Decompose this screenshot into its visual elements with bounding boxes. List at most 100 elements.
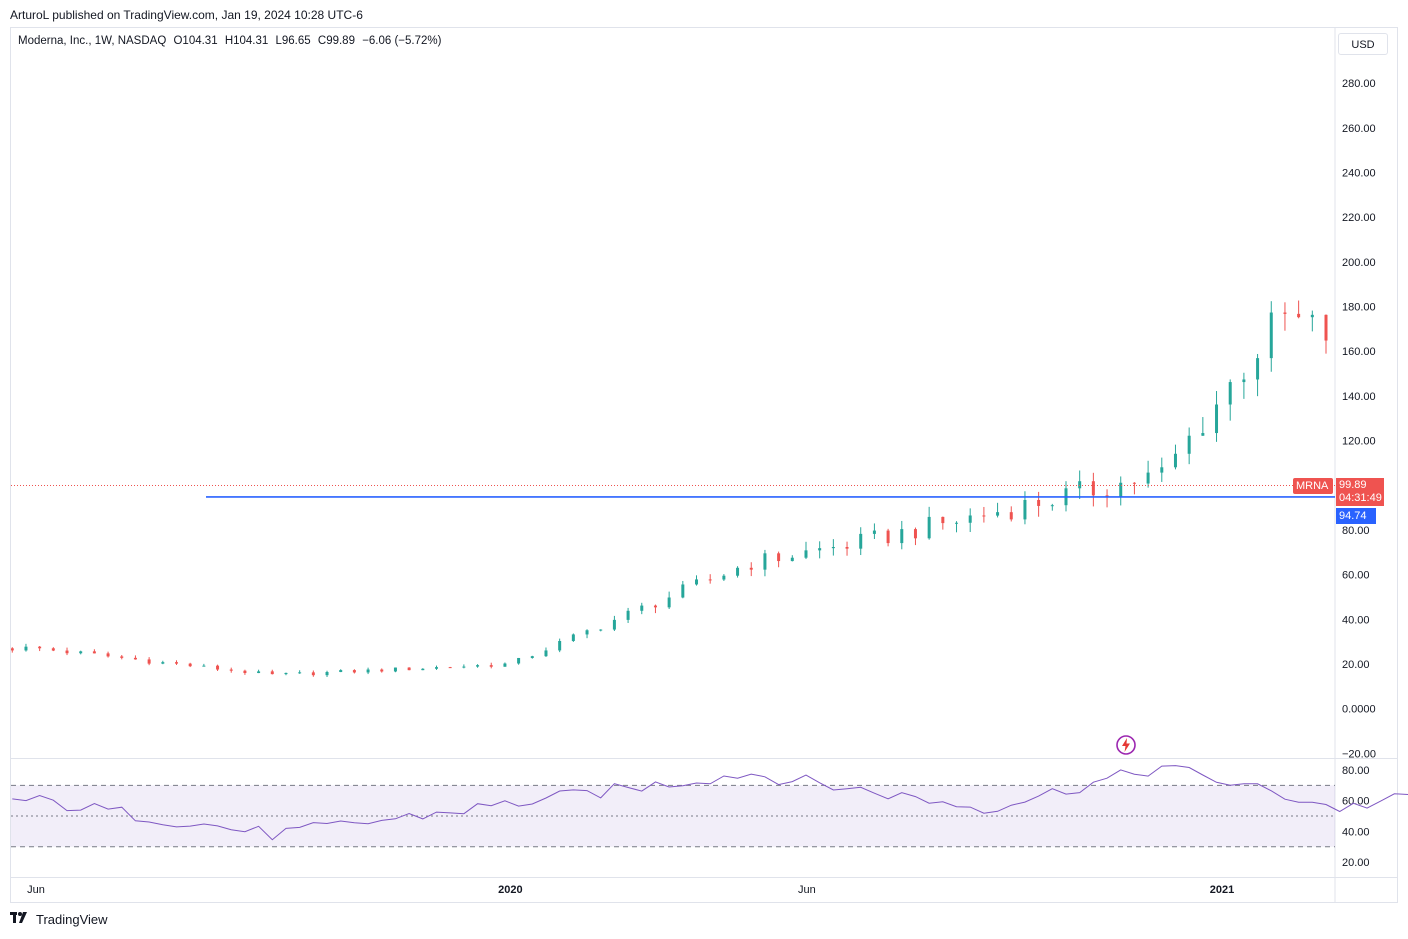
price-axis-tick: 80.00: [1342, 525, 1370, 537]
candle-body: [845, 547, 849, 549]
price-axis-tick: 260.00: [1342, 123, 1376, 135]
candle-body: [1173, 453, 1177, 468]
candle-body: [1256, 358, 1260, 380]
candle-body: [1269, 312, 1273, 359]
rsi-axis-tick: 20.00: [1342, 857, 1370, 869]
candle-body: [284, 672, 288, 675]
candle-body: [503, 663, 507, 667]
publisher-line: ArturoL published on TradingView.com, Ja…: [10, 8, 363, 22]
candle-body: [722, 575, 726, 580]
candle-body: [38, 646, 42, 649]
candle-body: [872, 530, 876, 534]
time-axis-label: Jun: [798, 884, 816, 896]
candle-body: [1379, 352, 1382, 360]
candle-body: [476, 665, 480, 667]
rsi-axis-tick: 40.00: [1342, 826, 1370, 838]
price-axis-tick: −20.00: [1342, 748, 1376, 760]
price-axis-tick: 140.00: [1342, 391, 1376, 403]
candle-body: [1091, 481, 1095, 496]
candle-body: [1228, 382, 1232, 405]
price-axis-tick: 180.00: [1342, 302, 1376, 314]
candle-body: [1352, 326, 1355, 347]
candle-body: [708, 579, 712, 581]
candle-body: [571, 634, 575, 641]
candle-body: [790, 557, 794, 562]
candle-body: [1283, 312, 1287, 314]
legend-name: Moderna, Inc., 1W, NASDAQ: [18, 35, 167, 47]
legend-low: L96.65: [275, 35, 311, 47]
price-axis-tick: 280.00: [1342, 78, 1376, 90]
candle-body: [298, 672, 302, 674]
candle-body: [763, 553, 767, 570]
candle-body: [133, 657, 137, 660]
legend-high: H104.31: [224, 35, 269, 47]
candle-body: [1215, 404, 1219, 434]
candle-body: [407, 667, 411, 671]
chart-frame: [10, 27, 1398, 903]
candle-body: [120, 656, 124, 658]
candle-body: [24, 646, 28, 651]
price-axis-tick: 240.00: [1342, 167, 1376, 179]
tradingview-logo-icon[interactable]: [10, 912, 30, 927]
candle-body: [1187, 435, 1191, 454]
candle-body: [51, 648, 55, 651]
footer-brand: TradingView: [36, 912, 108, 927]
rsi-line: [12, 765, 1408, 841]
candle-body: [1310, 314, 1314, 318]
candle-body: [79, 651, 83, 654]
candle-body: [1297, 313, 1301, 318]
candle-body: [599, 629, 603, 631]
rsi-axis-tick: 80.00: [1342, 765, 1370, 777]
flash-icon[interactable]: [1115, 734, 1137, 761]
candle-body: [544, 650, 548, 657]
candle-body: [1242, 379, 1246, 383]
candle-body: [366, 669, 370, 673]
candle-body: [558, 640, 562, 651]
candle-body: [749, 567, 753, 570]
price-axis-tick: 220.00: [1342, 212, 1376, 224]
price-axis-tick: 20.00: [1342, 659, 1370, 671]
candle-body: [174, 662, 178, 664]
candle-body: [147, 659, 151, 664]
last-price-tag: 99.89 04:31:49: [1336, 478, 1384, 506]
candle-body: [996, 512, 1000, 516]
candle-body: [913, 529, 917, 539]
candle-body: [530, 656, 534, 658]
candle-body: [65, 650, 69, 654]
candle-body: [831, 547, 835, 549]
time-axis-label: 2021: [1210, 884, 1234, 896]
candle-body: [653, 605, 657, 608]
candle-body: [941, 516, 945, 524]
candle-body: [585, 630, 589, 635]
candle-body: [229, 669, 233, 671]
candle-body: [681, 584, 685, 598]
price-axis-tick: 160.00: [1342, 346, 1376, 358]
candle-body: [11, 648, 14, 651]
bar-countdown: 04:31:49: [1339, 492, 1382, 504]
candle-body: [106, 653, 110, 657]
candle-body: [161, 662, 165, 664]
legend-open: O104.31: [173, 35, 218, 47]
candle-body: [1009, 512, 1013, 520]
currency-button[interactable]: USD: [1338, 33, 1388, 55]
candle-body: [1037, 499, 1041, 506]
candle-body: [612, 619, 616, 630]
candle-body: [982, 515, 986, 517]
support-price-tag: 94.74: [1336, 508, 1376, 524]
price-axis-tick: 40.00: [1342, 614, 1370, 626]
legend-close: C99.89: [317, 35, 355, 47]
candle-body: [462, 666, 466, 668]
candle-body: [1023, 499, 1027, 520]
candle-body: [202, 665, 206, 667]
candle-body: [1105, 495, 1109, 497]
candle-body: [270, 671, 274, 675]
candle-body: [1119, 482, 1123, 497]
candle-body: [517, 657, 521, 664]
candle-body: [352, 670, 356, 673]
candle-body: [640, 605, 644, 611]
last-price-value: 99.89: [1339, 479, 1367, 491]
candle-body: [968, 515, 972, 523]
rsi-axis-tick: 60.00: [1342, 796, 1370, 808]
candle-body: [736, 567, 740, 576]
